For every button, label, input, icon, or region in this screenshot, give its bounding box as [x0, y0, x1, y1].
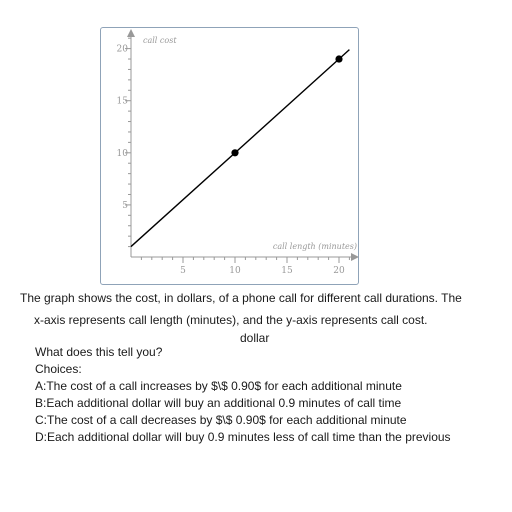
chart-frame: 5 10 15 20 5 10 15 20 call length (minutes) call …: [100, 27, 359, 285]
y-tick-label: 20: [117, 45, 129, 55]
y-axis-arrow: [127, 29, 135, 37]
x-tick-label: 15: [281, 266, 293, 276]
choices-label: Choices:: [35, 362, 82, 376]
y-tick-label: 15: [117, 97, 129, 107]
x-tick-label: 5: [180, 266, 186, 276]
y-tick-label: 5: [122, 201, 128, 211]
x-tick-label: 20: [333, 266, 345, 276]
description-line-1: The graph shows the cost, in dollars, of…: [20, 291, 462, 305]
series-line: [130, 49, 350, 248]
y-axis-title: call cost: [143, 36, 177, 45]
x-axis-arrow: [351, 253, 359, 261]
problem-description: The graph shows the cost, in dollars, of…: [20, 287, 500, 331]
data-point: [231, 149, 239, 157]
choice-b[interactable]: B:Each additional dollar will buy an add…: [35, 396, 402, 410]
x-tick-label: 10: [229, 266, 241, 276]
chart-svg: 5 10 15 20 5 10 15 20 call length (minutes) call …: [117, 29, 359, 276]
description-line-2: x-axis represents call length (minutes),…: [34, 313, 428, 327]
x-axis-title: call length (minutes): [273, 242, 357, 251]
data-point: [335, 55, 343, 63]
unit-word: dollar: [240, 331, 270, 345]
choice-c[interactable]: C:The cost of a call decreases by $\$ 0.…: [35, 413, 407, 427]
choice-d[interactable]: D:Each additional dollar will buy 0.9 mi…: [35, 430, 451, 444]
y-tick-label: 10: [117, 149, 129, 159]
question-text: What does this tell you?: [35, 345, 163, 359]
choice-a[interactable]: A:The cost of a call increases by $\$ 0.…: [35, 379, 402, 393]
